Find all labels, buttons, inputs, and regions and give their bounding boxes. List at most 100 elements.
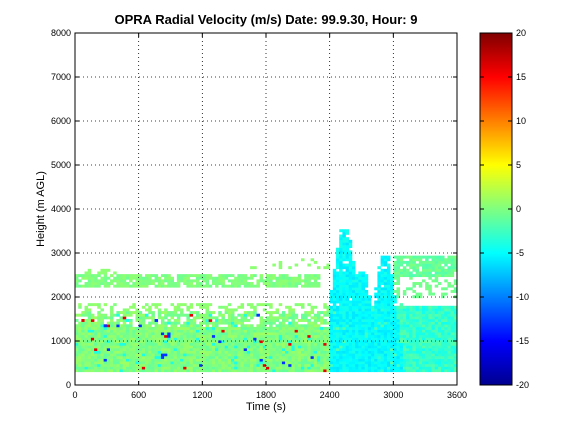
- heatmap-cell: [97, 326, 101, 330]
- heatmap-cell: [160, 369, 165, 373]
- heatmap-cell: [332, 369, 337, 373]
- heatmap-cell: [291, 348, 295, 351]
- heatmap-cell: [186, 329, 190, 333]
- heatmap-cell: [428, 340, 432, 344]
- heatmap-cell: [345, 300, 350, 304]
- heatmap-cell: [307, 345, 311, 349]
- heatmap-cell: [141, 358, 146, 362]
- heatmap-cell: [208, 337, 213, 341]
- heatmap-cell: [129, 361, 133, 365]
- heatmap-cell: [304, 311, 308, 315]
- heatmap-cell: [145, 361, 149, 365]
- heatmap-cell: [326, 337, 330, 341]
- heatmap-cell: [205, 332, 209, 336]
- heatmap-cell: [294, 361, 299, 365]
- heatmap-cell: [380, 276, 385, 280]
- heatmap-cell: [110, 369, 114, 373]
- heatmap-cell: [278, 345, 283, 349]
- heatmap-cell: [437, 334, 442, 338]
- heatmap-cell: [170, 303, 174, 307]
- heatmap-cell: [215, 363, 219, 367]
- heatmap-cell: [141, 316, 146, 320]
- heatmap-cell: [431, 345, 436, 349]
- heatmap-cell: [441, 369, 445, 373]
- heatmap-cell: [447, 340, 451, 344]
- heatmap-cell: [399, 361, 404, 365]
- heatmap-cell: [119, 276, 124, 280]
- heatmap-cell: [275, 276, 280, 280]
- heatmap-cell: [269, 340, 273, 344]
- heatmap-cell: [227, 353, 232, 357]
- heatmap-cell: [364, 311, 369, 315]
- heatmap-cell: [148, 350, 152, 354]
- heatmap-cell: [230, 332, 235, 336]
- heatmap-cell: [390, 332, 394, 336]
- heatmap-cell: [122, 316, 127, 320]
- heatmap-cell: [110, 321, 114, 325]
- heatmap-cell: [269, 345, 273, 349]
- heatmap-cell: [428, 334, 432, 338]
- heatmap-cell: [160, 342, 165, 346]
- heatmap-cell: [110, 355, 114, 359]
- heatmap-cell: [164, 311, 168, 315]
- heatmap-cell: [224, 305, 229, 309]
- heatmap-cell: [129, 279, 133, 283]
- heatmap-cell: [434, 332, 439, 336]
- heatmap-cell: [415, 324, 420, 328]
- heatmap-cell: [345, 247, 350, 251]
- heatmap-cell: [336, 250, 340, 254]
- heatmap-cell: [94, 332, 98, 336]
- heatmap-cell: [116, 355, 120, 359]
- heatmap-cell: [218, 355, 222, 359]
- heatmap-cell: [195, 274, 200, 278]
- heatmap-cell: [224, 319, 229, 322]
- heatmap-cell: [269, 319, 273, 322]
- heatmap-cell: [399, 260, 404, 264]
- heatmap-cell: [227, 369, 232, 373]
- heatmap-cell: [195, 353, 200, 357]
- heatmap-cell: [97, 332, 101, 336]
- heatmap-cell: [237, 355, 241, 359]
- heatmap-cell: [380, 353, 385, 357]
- heatmap-cell: [336, 255, 340, 259]
- heatmap-cell: [288, 311, 292, 315]
- heatmap-cell: [348, 369, 353, 373]
- heatmap-cell: [412, 353, 416, 357]
- heatmap-cell: [173, 340, 178, 344]
- heatmap-cell: [285, 326, 289, 330]
- heatmap-cell: [208, 276, 213, 280]
- heatmap-cell: [294, 324, 299, 328]
- heatmap-cell: [97, 305, 101, 309]
- heatmap-cell: [320, 342, 324, 346]
- heatmap-cell: [291, 316, 295, 320]
- heatmap-cell: [421, 345, 426, 349]
- heatmap-cell: [339, 348, 343, 351]
- heatmap-cell: [278, 348, 283, 351]
- heatmap-cell: [342, 258, 346, 262]
- heatmap-cell: [304, 324, 308, 328]
- heatmap-cell: [441, 337, 445, 341]
- heatmap-cell: [441, 319, 445, 322]
- heatmap-cell: [434, 319, 439, 322]
- heatmap-cell: [256, 279, 260, 283]
- heatmap-cell: [186, 282, 190, 285]
- heatmap-cell: [437, 268, 442, 272]
- y-tick-label: 6000: [51, 116, 71, 126]
- heatmap-cell: [450, 342, 455, 346]
- heatmap-cell: [453, 255, 457, 259]
- heatmap-cell: [157, 334, 162, 338]
- heatmap-cell: [323, 353, 327, 357]
- heatmap-cell: [208, 369, 213, 373]
- heatmap-cell: [345, 229, 350, 233]
- heatmap-cell: [301, 363, 305, 367]
- heatmap-cell: [272, 316, 276, 320]
- heatmap-cell: [176, 332, 181, 336]
- heatmap-cell: [437, 324, 442, 328]
- heatmap-cell: [183, 348, 187, 351]
- heatmap-cell: [396, 263, 400, 267]
- heatmap-cell: [386, 303, 391, 307]
- heatmap-cell: [453, 348, 457, 351]
- heatmap-cell: [141, 355, 146, 359]
- heatmap-cell: [106, 345, 111, 349]
- heatmap-cell: [205, 369, 209, 373]
